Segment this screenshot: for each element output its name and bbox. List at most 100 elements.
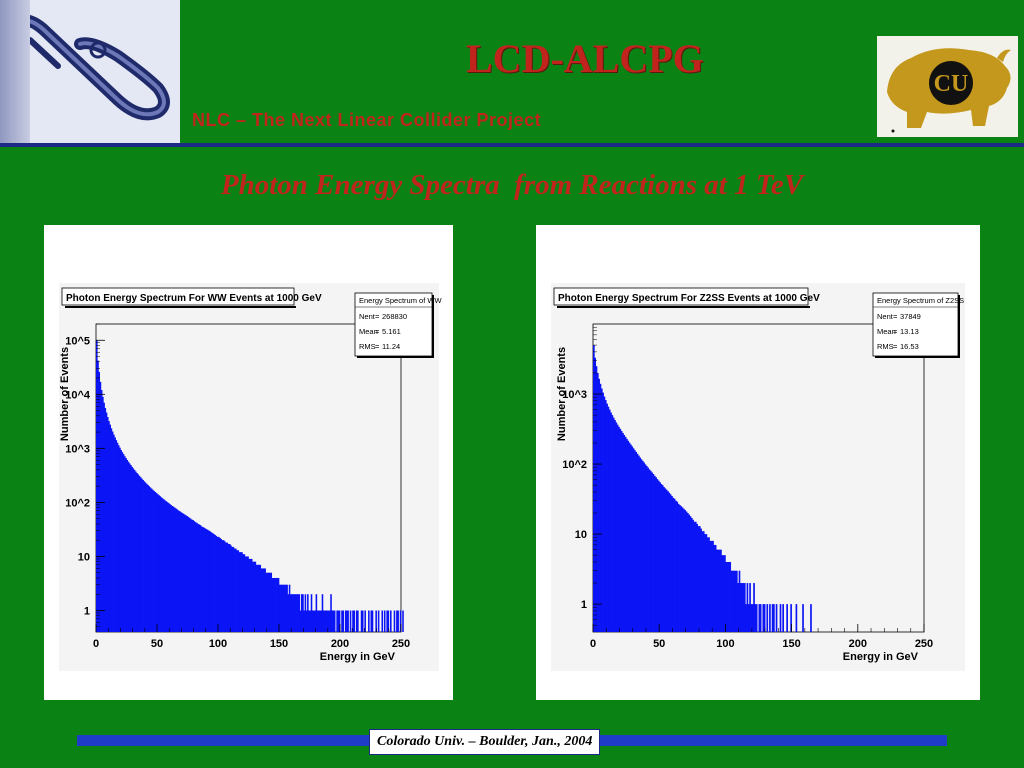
histogram-bin xyxy=(647,467,649,632)
histogram-bin xyxy=(287,594,290,632)
histogram-title: Photon Energy Spectrum For WW Events at … xyxy=(66,293,322,304)
histogram-bin xyxy=(614,420,616,632)
histogram-bin xyxy=(226,542,229,632)
histogram-bin xyxy=(706,537,709,632)
histogram-bin xyxy=(246,556,248,632)
histogram-bin xyxy=(275,577,277,632)
histogram-bin xyxy=(270,572,273,632)
histogram-bin xyxy=(265,572,268,632)
histogram-bin xyxy=(684,510,687,632)
histogram-bin xyxy=(636,453,639,632)
histogram-bin xyxy=(336,610,338,632)
y-tick-label: 1 xyxy=(84,605,90,617)
histogram-bin xyxy=(116,442,119,632)
histogram-bin xyxy=(249,558,252,632)
histogram-bin xyxy=(396,610,398,632)
histogram-bin xyxy=(261,568,264,632)
histogram-bin xyxy=(109,424,111,632)
histogram-bin xyxy=(790,604,792,632)
histogram-bin xyxy=(148,486,151,632)
stats-value: 13.13 xyxy=(900,327,919,336)
histogram-bin xyxy=(203,527,205,632)
histogram-bin xyxy=(368,610,370,632)
histogram-bin xyxy=(322,610,325,632)
histogram-bin xyxy=(239,552,242,632)
histogram-bin xyxy=(141,478,143,632)
histogram-bin xyxy=(611,415,614,632)
histogram-bin xyxy=(264,568,266,632)
histogram-bin xyxy=(272,577,275,632)
histogram-bin xyxy=(710,540,713,632)
histogram-bin xyxy=(714,544,717,632)
x-axis-title: Energy in GeV xyxy=(320,651,396,663)
histogram-bin xyxy=(242,554,244,632)
histogram-bin xyxy=(786,604,788,632)
histogram-bin xyxy=(673,498,676,632)
histogram-bin xyxy=(209,531,212,632)
x-tick-label: 50 xyxy=(151,638,163,650)
histogram-bin xyxy=(631,446,634,632)
histogram-bin xyxy=(399,610,402,632)
y-tick-label: 10^2 xyxy=(65,497,90,509)
x-axis-title: Energy in GeV xyxy=(843,651,919,663)
histogram-bin xyxy=(183,514,186,632)
histogram-bin xyxy=(299,610,302,632)
histogram-bin xyxy=(309,610,312,632)
histogram-bin xyxy=(146,483,148,632)
histogram-bin xyxy=(720,549,722,632)
histogram-bin xyxy=(202,527,204,632)
histogram-bin xyxy=(618,426,620,632)
histogram-bin xyxy=(386,610,388,632)
histogram-bin xyxy=(603,396,606,632)
histogram-bin xyxy=(595,366,598,632)
histogram-bin xyxy=(320,610,323,632)
y-axis-title: Number of Events xyxy=(59,347,71,441)
cu-buffalo-graphic: CU xyxy=(887,48,1011,133)
histogram-bin xyxy=(235,548,237,632)
histogram-bin xyxy=(375,610,377,632)
histogram-bin xyxy=(163,499,165,632)
histogram-bin xyxy=(178,511,181,632)
histogram-bin xyxy=(718,549,721,632)
histogram-panel-z2ss: 0 50 100 150 200 250 1 10 10^2 10^3 Energy in GeV N… xyxy=(536,225,980,700)
histogram-bin xyxy=(220,539,223,632)
histogram-bin xyxy=(716,549,718,632)
stats-equals: = xyxy=(893,342,898,351)
histogram-bin xyxy=(690,517,693,632)
histogram-bin xyxy=(745,604,747,632)
histogram-bin xyxy=(161,498,164,632)
histogram-bin xyxy=(759,604,762,632)
stats-label: RMS xyxy=(359,342,376,351)
histogram-bin xyxy=(612,417,615,632)
histogram-bin xyxy=(733,570,736,632)
histogram-bin xyxy=(643,462,645,632)
histogram-bin xyxy=(628,442,631,632)
y-tick-label: 10^3 xyxy=(562,389,587,401)
histogram-bin xyxy=(677,503,680,632)
histogram-bin xyxy=(315,594,318,632)
histogram-bin xyxy=(318,610,320,632)
histogram-bin xyxy=(698,526,701,632)
histogram-bin xyxy=(119,447,121,632)
histogram-bin xyxy=(279,584,281,632)
x-tick-label: 0 xyxy=(93,638,99,650)
histogram-bin xyxy=(753,583,755,632)
stats-equals: = xyxy=(375,342,380,351)
cu-letters: CU xyxy=(934,71,969,97)
histogram-bin xyxy=(641,460,644,632)
histogram-bin xyxy=(773,604,775,632)
histogram-bin xyxy=(253,561,255,632)
histogram-bin xyxy=(247,556,249,632)
histogram-bin xyxy=(680,506,683,632)
histogram-bin xyxy=(635,451,638,632)
histogram-bin xyxy=(292,594,294,632)
histogram-bin xyxy=(237,550,240,632)
histogram-bin xyxy=(656,479,659,632)
histogram-bin xyxy=(165,501,168,632)
histogram-bin xyxy=(344,610,347,632)
histogram-bin xyxy=(228,543,231,632)
histogram-bin xyxy=(688,514,690,632)
histogram-bin xyxy=(333,610,336,632)
stats-equals: = xyxy=(375,327,380,336)
histogram-bin xyxy=(795,604,798,632)
